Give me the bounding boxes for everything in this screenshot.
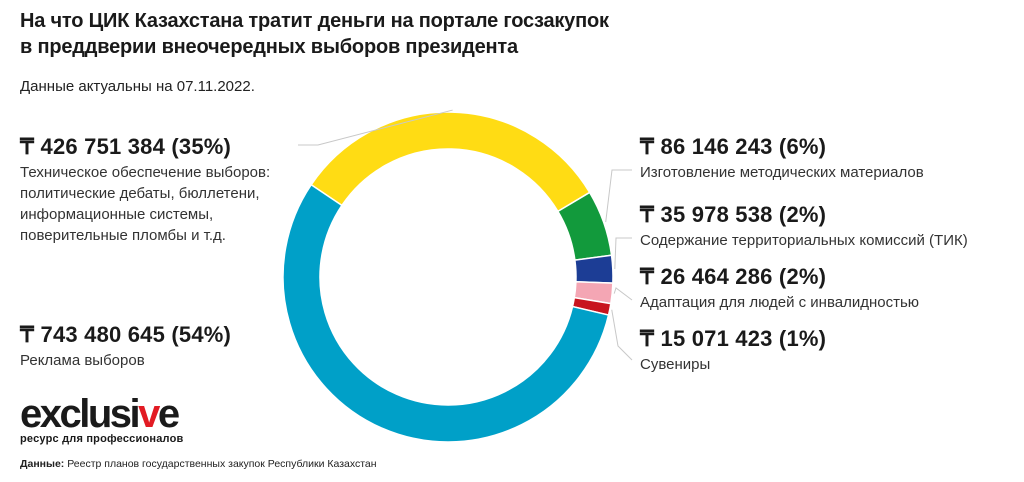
logo-tagline: ресурс для профессионалов — [20, 433, 184, 445]
amount-label-slice-0: ₸ 426 751 384 (35%) — [20, 134, 232, 159]
desc-slice-2: Содержание территориальных комиссий (ТИК… — [640, 232, 968, 249]
logo-word-part-2: v — [138, 392, 160, 436]
donut-slice-5 — [282, 183, 610, 443]
donut-slice-0 — [310, 111, 591, 213]
amount-label-slice-3: ₸ 26 464 286 (2%) — [640, 264, 827, 289]
data-date-note: Данные актуальны на 07.11.2022. — [20, 78, 255, 95]
label-slice-4: ₸ 15 071 423 (1%) Сувениры — [640, 326, 826, 375]
amount-label-slice-4: ₸ 15 071 423 (1%) — [640, 326, 827, 351]
title-line-2: в преддверии внеочередных выборов презид… — [20, 36, 518, 58]
chart-title: На что ЦИК Казахстана тратит деньги на п… — [20, 8, 609, 60]
label-slice-0: ₸ 426 751 384 (35%) Техническое обеспече… — [20, 134, 270, 246]
desc-slice-0-line-3: информационные системы, — [20, 206, 214, 223]
amount-label-slice-1: ₸ 86 146 243 (6%) — [640, 134, 827, 159]
desc-slice-0-line-4: поверительные пломбы и т.д. — [20, 227, 226, 244]
desc-slice-0: Техническое обеспечение выборов: политич… — [20, 162, 270, 246]
desc-slice-4: Сувениры — [640, 356, 711, 373]
data-source: Данные: Реестр планов государственных за… — [20, 458, 377, 470]
label-slice-3: ₸ 26 464 286 (2%) Адаптация для людей с … — [640, 264, 919, 313]
source-text: Реестр планов государственных закупок Ре… — [67, 458, 377, 470]
leader-line-slice-4 — [611, 309, 633, 361]
leader-line-slice-3 — [613, 287, 633, 301]
title-line-1: На что ЦИК Казахстана тратит деньги на п… — [20, 10, 609, 32]
logo-wordmark: exclusive — [20, 394, 183, 434]
label-slice-1: ₸ 86 146 243 (6%) Изготовление методичес… — [640, 134, 924, 183]
leader-line-slice-0 — [298, 109, 453, 146]
desc-slice-3: Адаптация для людей с инвалидностью — [640, 294, 920, 311]
desc-slice-0-line-2: политические дебаты, бюллетени, — [20, 185, 260, 202]
label-slice-5: ₸ 743 480 645 (54%) Реклама выборов — [20, 322, 231, 371]
amount-label-slice-2: ₸ 35 978 538 (2%) — [640, 202, 827, 227]
desc-slice-5: Реклама выборов — [20, 352, 145, 369]
label-slice-2: ₸ 35 978 538 (2%) Содержание территориал… — [640, 202, 968, 251]
logo-word-part-1: exclusi — [20, 392, 141, 436]
leader-line-slice-2 — [614, 237, 632, 270]
donut-slice-2 — [574, 254, 614, 284]
leader-line-slice-1 — [605, 169, 632, 223]
amount-label-slice-5: ₸ 743 480 645 (54%) — [20, 322, 232, 347]
desc-slice-1: Изготовление методических материалов — [640, 164, 924, 181]
source-label: Данные: — [20, 458, 65, 470]
exclusive-logo: exclusive ресурс для профессионалов — [20, 394, 183, 445]
desc-slice-0-line-1: Техническое обеспечение выборов: — [20, 164, 271, 181]
logo-word-part-3: e — [157, 392, 180, 436]
